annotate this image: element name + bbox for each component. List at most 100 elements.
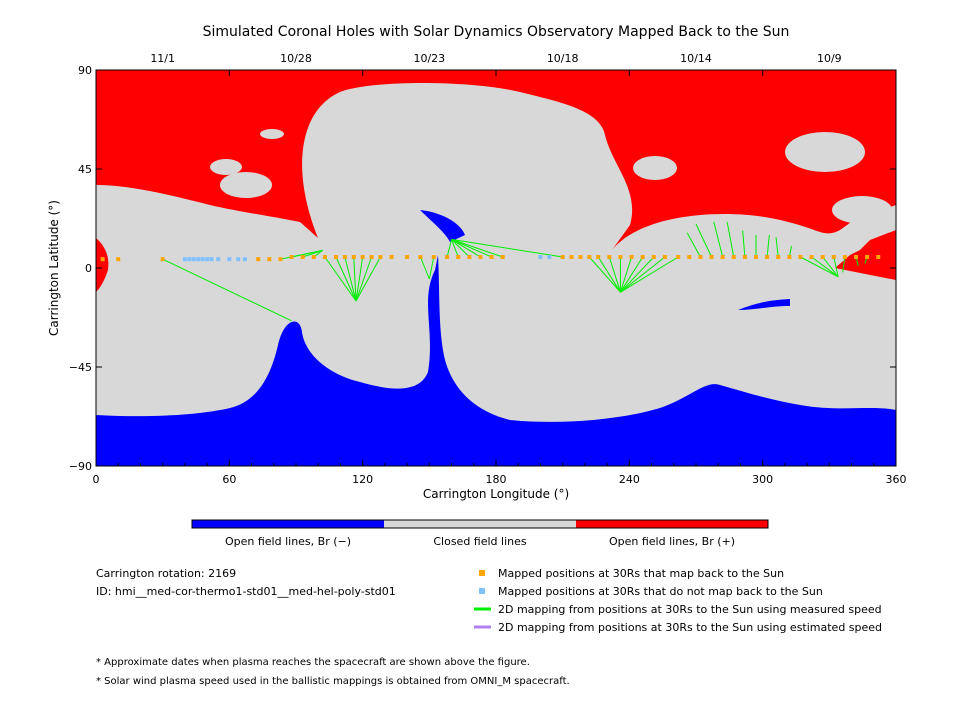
colorbar-frame — [191, 519, 769, 529]
colorbar-label-closed: Closed field lines — [433, 535, 527, 548]
mapping-line — [324, 256, 357, 302]
mapped-point — [334, 255, 338, 259]
mapped-point — [798, 255, 803, 259]
top-date-label: 11/1 — [150, 52, 175, 65]
mapping-line — [162, 258, 292, 322]
mapped-point — [698, 255, 703, 259]
mapped-point — [342, 255, 347, 259]
mapped-point — [405, 255, 410, 259]
carrington-rotation-text: Carrington rotation: 2169 — [96, 567, 236, 580]
mapping-line — [695, 223, 713, 258]
mapped-point — [478, 255, 483, 259]
mapping-line — [842, 256, 846, 273]
mapped-point — [651, 255, 656, 259]
mapped-point — [742, 255, 747, 259]
x-axis-label: Carrington Longitude (°) — [423, 487, 569, 501]
mapped-point — [569, 255, 574, 259]
mapping-line — [713, 221, 724, 258]
mapping-line — [291, 249, 323, 258]
unmapped-point — [242, 257, 247, 262]
mapping-line — [451, 238, 503, 258]
closed-island-1 — [220, 172, 272, 198]
mapping-line — [742, 230, 746, 258]
mapping-line — [811, 256, 839, 278]
mapping-line — [451, 239, 470, 258]
mapping-line — [775, 237, 779, 258]
top-date-labels: 11/1 10/28 10/23 10/18 10/14 10/9 — [150, 52, 841, 65]
y-axis-label: Carrington Latitude (°) — [47, 200, 61, 336]
mapping-line — [353, 256, 357, 302]
top-date-label: 10/23 — [413, 52, 445, 65]
unmapped-point — [236, 257, 241, 262]
mapping-line — [451, 238, 563, 258]
mapped-point — [560, 255, 565, 259]
mapping-line — [446, 239, 453, 258]
closed-island-6 — [633, 156, 677, 180]
mapping-line — [451, 238, 481, 258]
mapped-point — [311, 255, 316, 259]
mapped-point — [431, 255, 436, 259]
axis-ticks: 0 60 120 180 240 300 360 90 45 0 −45 −90 — [69, 64, 907, 486]
mapping-line — [620, 256, 666, 293]
mapped-point — [720, 255, 725, 259]
mapped-point — [731, 255, 736, 259]
mapped-point — [854, 255, 858, 259]
mapped-point — [467, 255, 472, 259]
mapping-line — [355, 256, 373, 302]
x-tick-label: 0 — [93, 473, 100, 486]
mapped-point — [587, 255, 592, 259]
mapped-point — [278, 257, 283, 262]
mapped-point — [116, 257, 121, 262]
plot-area — [96, 70, 896, 466]
unmapped-point — [209, 257, 214, 262]
mapped-point — [489, 255, 494, 259]
x-tick-label: 180 — [486, 473, 507, 486]
footnote-speed: * Solar wind plasma speed used in the ba… — [96, 676, 570, 687]
mapped-point — [754, 255, 758, 259]
mapped-point — [676, 255, 681, 259]
chart-title: Simulated Coronal Holes with Solar Dynam… — [203, 24, 790, 40]
legend-estimated-text: 2D mapping from positions at 30Rs to the… — [498, 621, 882, 634]
legend-unmapped-text: Mapped positions at 30Rs that do not map… — [498, 585, 823, 598]
mapping-line — [597, 256, 621, 293]
mapped-point — [629, 255, 634, 259]
mapping-line — [608, 256, 621, 293]
mapped-point — [831, 255, 836, 259]
mapped-point — [369, 255, 374, 259]
y-tick-label: −90 — [69, 460, 92, 473]
model-id-text: ID: hmi__med-cor-thermo1-std01__med-hel-… — [96, 585, 396, 598]
legend-mapped-text: Mapped positions at 30Rs that map back t… — [498, 567, 784, 580]
mapped-point — [842, 255, 847, 259]
open-positive-patch-left — [96, 238, 109, 292]
mapped-point — [389, 255, 394, 259]
closed-island-5 — [832, 196, 892, 224]
mapping-line — [419, 256, 430, 280]
mapped-point — [765, 255, 770, 259]
mapped-point — [445, 255, 450, 259]
x-tick-label: 300 — [752, 473, 773, 486]
colorbar-negative — [192, 520, 384, 528]
open-negative-region — [96, 255, 896, 466]
mapping-line — [726, 221, 735, 258]
colorbar-label-negative: Open field lines, Br (−) — [225, 535, 351, 548]
mapping-line — [833, 256, 839, 277]
x-tick-label: 240 — [619, 473, 640, 486]
mapped-point — [100, 257, 105, 262]
unmapped-point — [187, 257, 192, 262]
mapping-line — [822, 256, 839, 278]
closed-island-2 — [260, 129, 284, 139]
mapped-point — [300, 255, 305, 259]
y-tick-label: −45 — [69, 361, 92, 374]
legend-unmapped-marker — [479, 588, 485, 594]
unmapped-point — [182, 257, 187, 262]
mapped-point — [360, 255, 365, 259]
mapping-line — [428, 256, 435, 280]
mapping-line — [686, 232, 701, 258]
mapped-point — [256, 257, 261, 262]
x-tick-label: 60 — [222, 473, 236, 486]
mapped-point — [596, 255, 601, 259]
mapping-line — [302, 249, 323, 258]
mapping-line — [620, 256, 679, 293]
top-date-label: 10/18 — [547, 52, 579, 65]
unmapped-point — [227, 257, 232, 262]
